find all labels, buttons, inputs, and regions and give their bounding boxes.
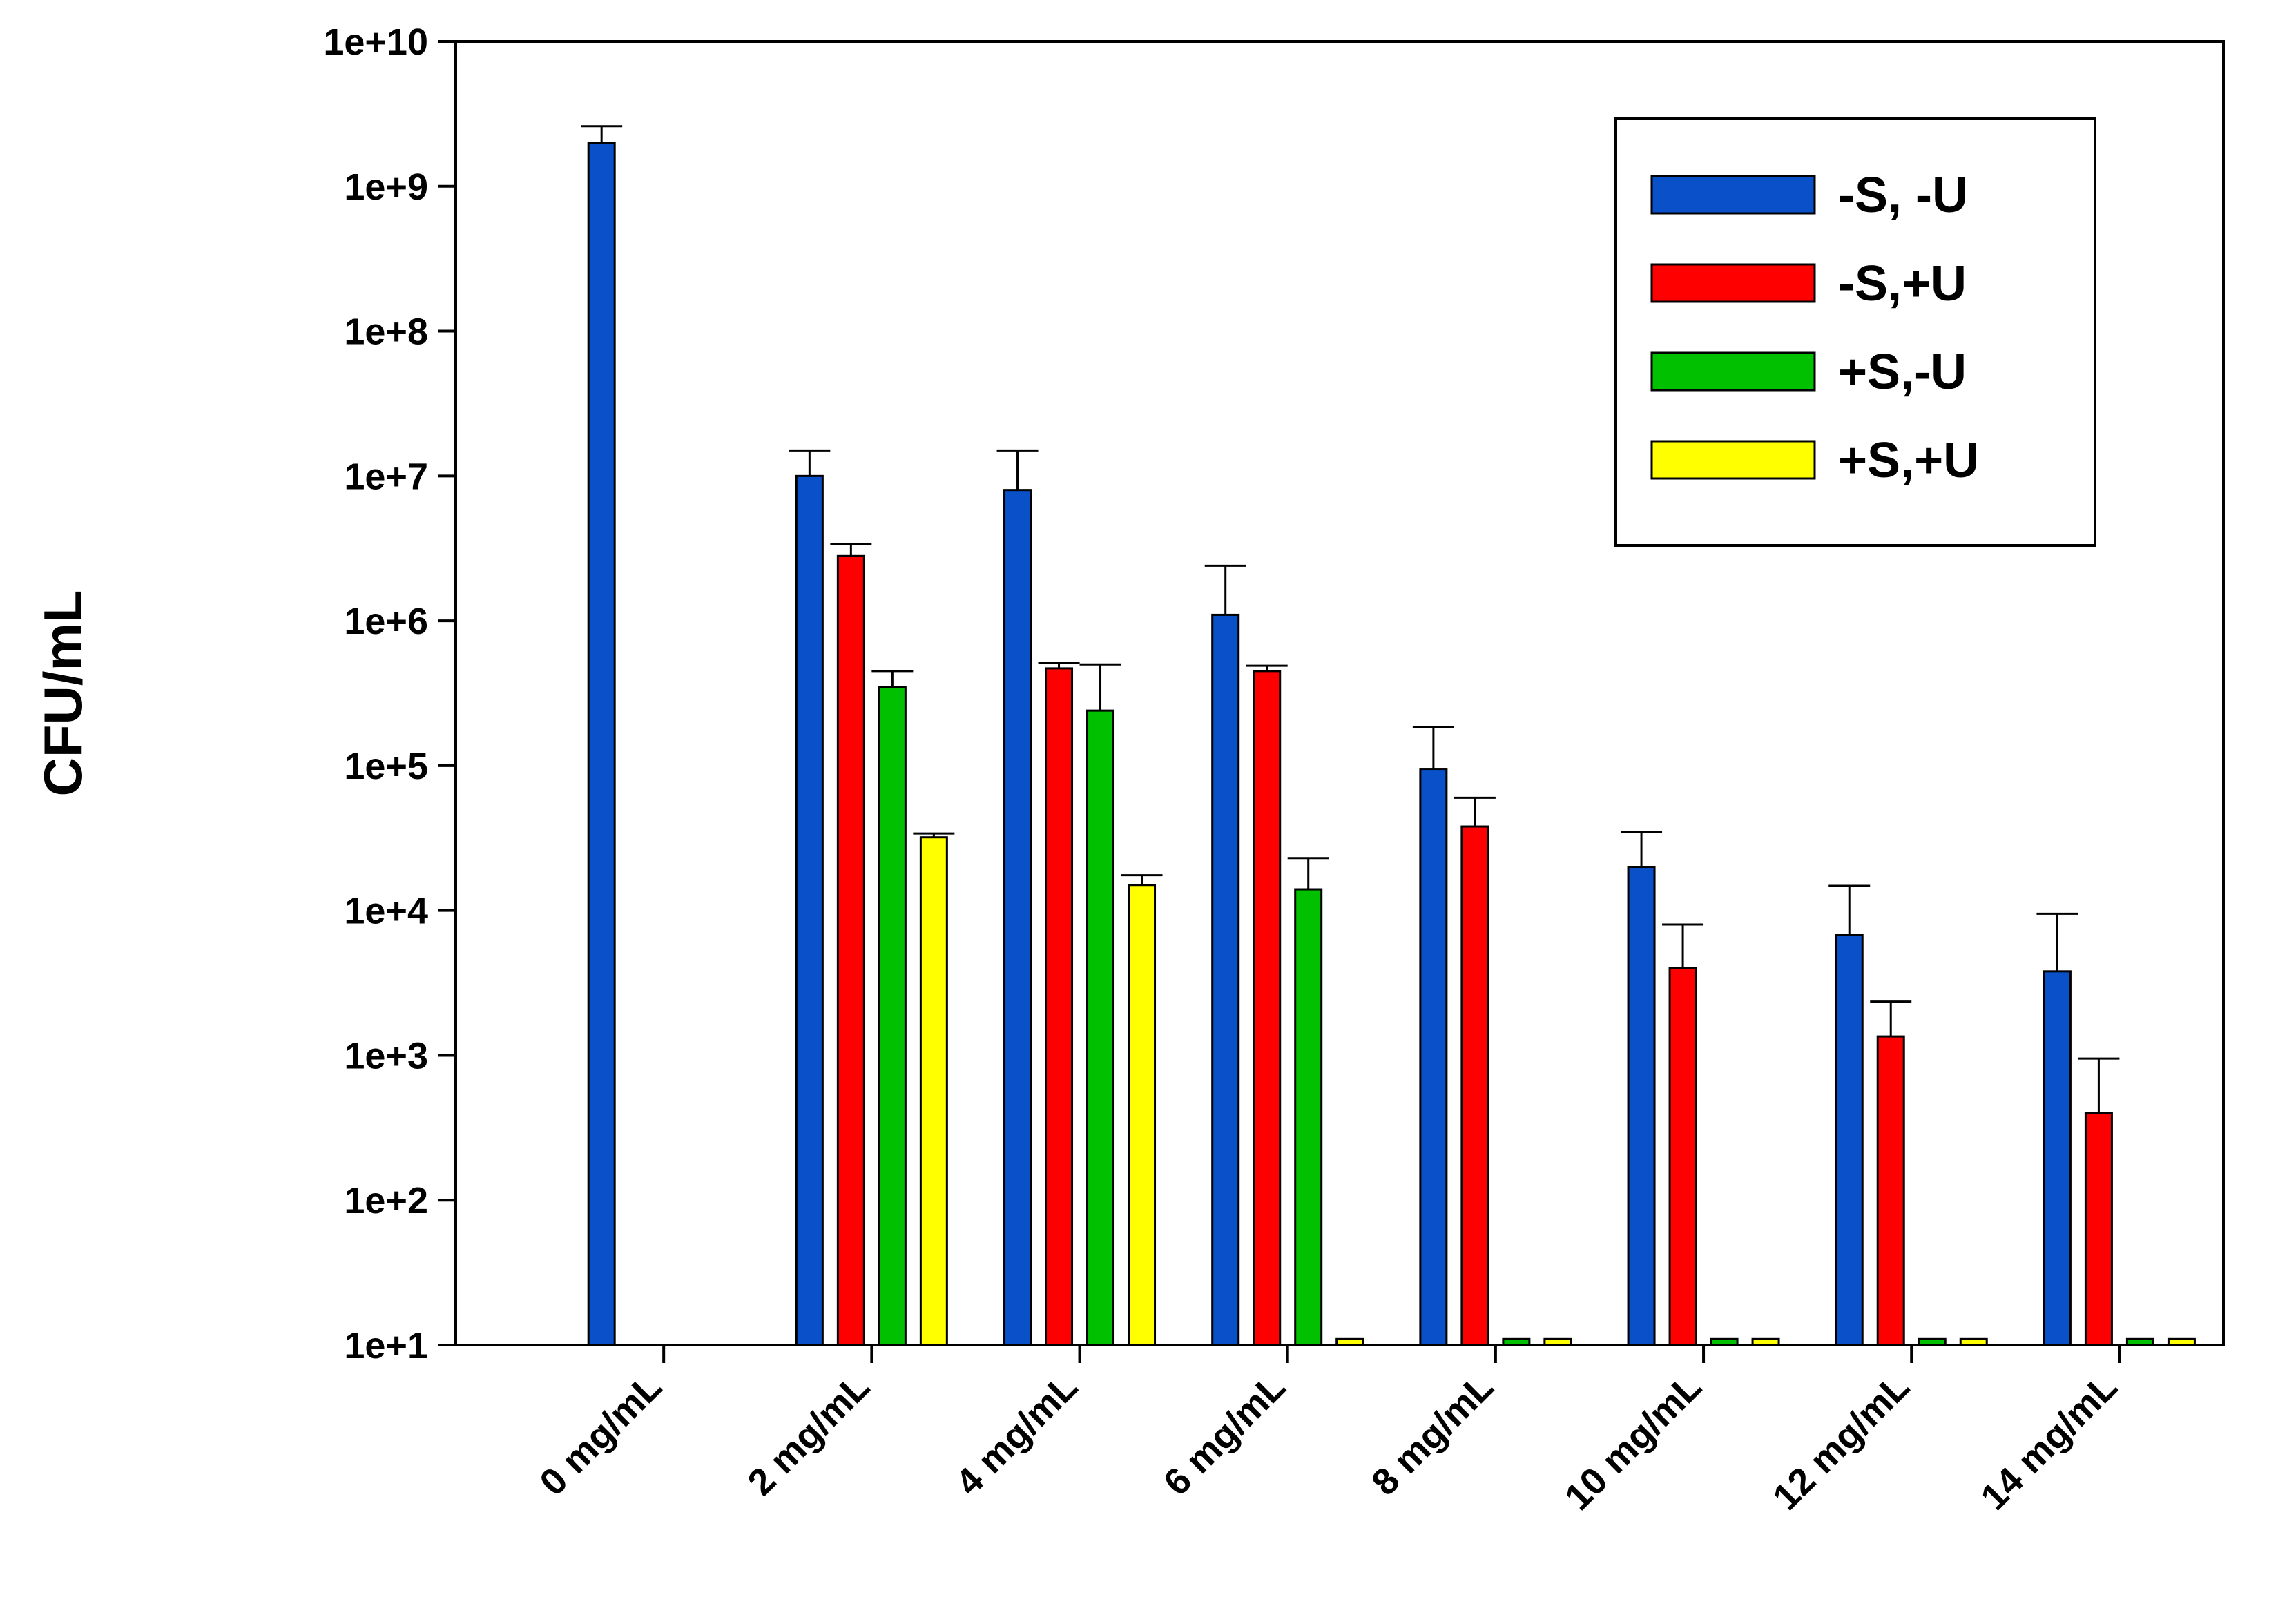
y-tick-label: 1e+7	[344, 456, 428, 497]
y-tick-label: 1e+3	[344, 1035, 428, 1076]
bar	[795, 474, 824, 1346]
bar	[919, 836, 948, 1346]
bar	[1211, 613, 1240, 1346]
y-tick-label: 1e+4	[344, 891, 428, 932]
legend-swatch	[1650, 351, 1816, 392]
y-tick-label: 1e+8	[344, 311, 428, 353]
bar	[1253, 670, 1282, 1346]
bar	[2084, 1112, 2113, 1346]
bar	[1627, 866, 1656, 1346]
bar	[1128, 884, 1157, 1346]
bar	[836, 554, 865, 1346]
bars-layer	[581, 125, 2196, 1346]
y-tick-label: 1e+6	[344, 601, 428, 642]
bar	[587, 142, 616, 1346]
y-tick-label: 1e+2	[344, 1180, 428, 1221]
y-tick-label: 1e+9	[344, 166, 428, 208]
bar	[1419, 768, 1448, 1346]
bar	[878, 686, 907, 1346]
bar	[1045, 667, 1074, 1346]
y-tick-label: 1e+1	[344, 1325, 428, 1366]
legend-label: +S,+U	[1838, 433, 1979, 488]
bar	[1294, 888, 1323, 1346]
legend: -S, -U -S,+U +S,-U +S,+U	[1614, 117, 2096, 547]
legend-swatch	[1650, 440, 1816, 480]
bar	[1460, 825, 1489, 1346]
y-tick-label: 1e+10	[323, 21, 428, 63]
bar	[2043, 970, 2072, 1346]
bar	[1835, 934, 1864, 1346]
bar	[1003, 489, 1032, 1346]
legend-label: -S,+U	[1838, 256, 1967, 311]
legend-swatch	[1650, 175, 1816, 215]
bar	[1086, 709, 1115, 1346]
legend-label: +S,-U	[1838, 345, 1967, 400]
bar	[1668, 967, 1697, 1346]
y-axis-title: CFU/mL	[32, 590, 93, 797]
y-tick-label: 1e+5	[344, 746, 428, 787]
legend-swatch	[1650, 263, 1816, 303]
bar	[1876, 1035, 1905, 1346]
plot-frame	[454, 40, 2225, 1346]
legend-label: -S, -U	[1838, 168, 1968, 223]
